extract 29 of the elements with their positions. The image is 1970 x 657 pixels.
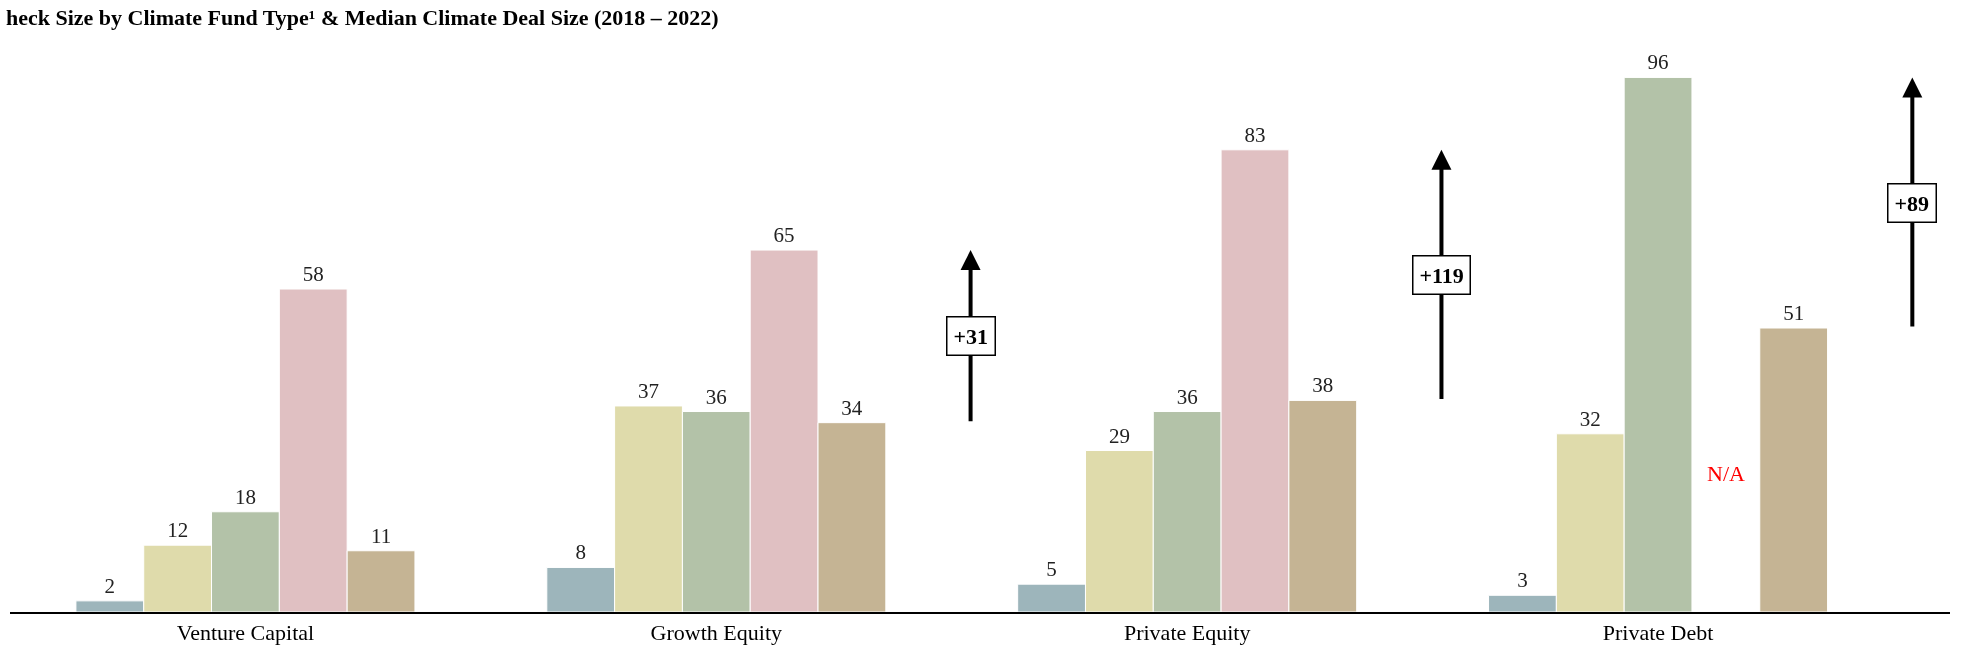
data-label: 12	[167, 518, 189, 543]
x-tick-label: Growth Equity	[650, 620, 783, 646]
data-label: 29	[1108, 423, 1130, 448]
data-label: 96	[1647, 50, 1669, 75]
data-label: 8	[575, 540, 586, 565]
data-label: 5	[1046, 557, 1057, 582]
data-label: 3	[1517, 568, 1528, 593]
data-label: 34	[841, 395, 863, 420]
x-tick-label: Private Debt	[1602, 620, 1714, 646]
data-label: 2	[104, 573, 116, 598]
x-tick-label: Private Equity	[1123, 620, 1251, 646]
data-label: 65	[773, 223, 795, 248]
data-label: 38	[1312, 373, 1334, 398]
annotation: +119	[1419, 262, 1464, 288]
data-label: 36	[705, 384, 727, 409]
x-tick-label: Venture Capital	[176, 620, 315, 646]
data-label: 36	[1176, 384, 1198, 409]
annotation: N/A	[1707, 461, 1745, 486]
data-label: 51	[1783, 301, 1805, 325]
data-label: 11	[370, 523, 392, 548]
annotation: +31	[953, 323, 989, 349]
annotation: +89	[1894, 190, 1930, 216]
data-label: 37	[638, 378, 660, 403]
data-label: 32	[1579, 406, 1601, 431]
data-label: 83	[1244, 122, 1266, 147]
bar	[1759, 327, 1829, 612]
data-label: 58	[302, 262, 324, 287]
chart-title: heck Size by Climate Fund Type¹ & Median Climate Deal Size (2018 – 2022)	[5, 5, 719, 31]
data-label: 18	[234, 484, 256, 509]
